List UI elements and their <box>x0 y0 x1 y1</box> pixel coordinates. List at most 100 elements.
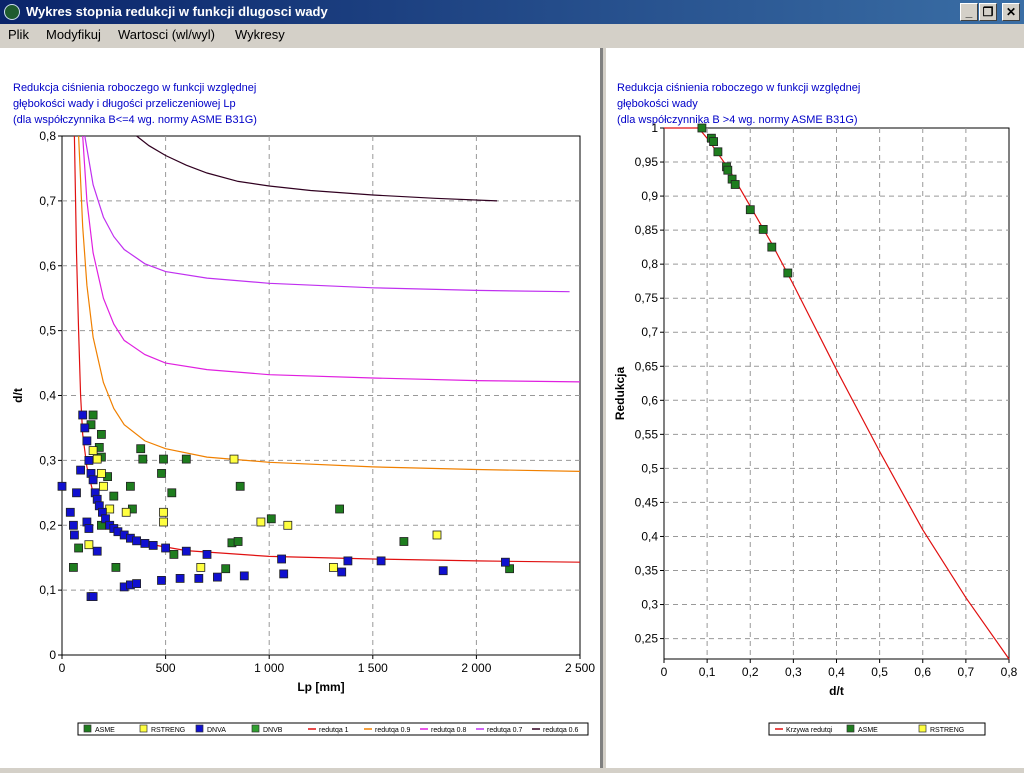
left-legend-label-0: ASME <box>95 727 115 734</box>
right-y-tick-label: 0,25 <box>635 632 659 646</box>
right-y-tick-label: 0,8 <box>641 257 658 271</box>
left-x-tick-label: 2 000 <box>461 661 491 675</box>
left-point-dnva <box>132 536 142 546</box>
right-legend-swatch-1 <box>846 724 855 733</box>
left-point-dnva <box>343 556 353 566</box>
left-point-dnva <box>84 524 94 533</box>
right-x-tick-label: 0 <box>661 665 668 679</box>
left-point-asme <box>138 454 148 464</box>
left-legend-label-1: RSTRENG <box>151 727 185 734</box>
left-point-rstreng <box>105 504 115 514</box>
left-point-asme <box>233 537 243 546</box>
left-point-asme <box>335 504 345 514</box>
left-legend-label-6: redutqa 0.8 <box>431 727 467 734</box>
menu-wartosci[interactable]: Wartosci (wl/wyl) <box>118 27 216 42</box>
menu-wykresy[interactable]: Wykresy <box>235 27 285 42</box>
left-y-tick-label: 0,1 <box>39 583 56 597</box>
left-point-rstreng <box>159 517 168 527</box>
left-point-rstreng <box>97 468 106 478</box>
left-point-rstreng <box>84 540 94 550</box>
right-x-tick-label: 0,5 <box>871 665 888 679</box>
left-point-asme <box>69 563 78 572</box>
left-x-axis-label: Lp [mm] <box>297 680 344 694</box>
right-point-asme <box>745 205 755 215</box>
left-legend-label-3: DNVB <box>263 727 283 734</box>
title-bar: Wykres stopnia redukcji w funkcji dlugos… <box>0 0 1024 24</box>
left-y-tick-label: 0,6 <box>39 259 56 273</box>
right-y-tick-label: 0,6 <box>641 393 658 407</box>
left-point-asme <box>221 564 231 574</box>
left-point-dnva <box>500 557 510 567</box>
left-point-dnva <box>239 571 249 581</box>
left-point-dnva <box>194 574 204 583</box>
right-y-axis-label: Redukcja <box>613 366 627 420</box>
close-button[interactable]: ✕ <box>1002 3 1020 21</box>
left-point-asme <box>111 563 121 572</box>
right-y-tick-label: 0,45 <box>635 495 659 509</box>
right-x-axis-label: d/t <box>829 684 844 698</box>
left-point-dnva <box>376 556 386 566</box>
left-point-dnva <box>277 554 287 564</box>
right-y-tick-label: 0,85 <box>635 223 659 237</box>
right-point-asme <box>758 224 768 234</box>
left-point-asme <box>235 481 245 491</box>
right-x-tick-label: 0,8 <box>1001 665 1018 679</box>
left-point-rstreng <box>229 454 239 464</box>
left-point-dnva <box>78 410 88 420</box>
left-point-dnva <box>82 436 92 446</box>
panel-splitter[interactable] <box>600 48 603 768</box>
left-point-dnva <box>70 530 79 540</box>
left-point-asme <box>157 468 166 478</box>
left-legend-swatch-1 <box>139 724 148 733</box>
left-legend-box <box>77 722 589 736</box>
left-point-rstreng <box>256 517 266 527</box>
left-legend-label-5: redutqa 0.9 <box>375 727 411 734</box>
left-point-asme <box>399 537 409 546</box>
left-point-rstreng <box>92 454 102 464</box>
left-point-dnva <box>80 423 90 433</box>
left-point-rstreng <box>99 481 108 491</box>
right-y-tick-label: 0,9 <box>641 189 658 203</box>
right-point-asme <box>783 268 793 278</box>
left-point-asme <box>169 549 179 559</box>
left-title-line-2: głębokości wady i długości przeliczeniow… <box>13 98 236 110</box>
menu-modyfikuj[interactable]: Modyfikuj <box>46 27 101 42</box>
left-legend-swatch-2 <box>195 724 204 733</box>
left-y-tick-label: 0,3 <box>39 453 56 467</box>
left-legend-label-2: DNVA <box>207 727 226 734</box>
left-point-dnva <box>76 465 85 475</box>
left-point-dnva <box>148 540 158 550</box>
left-point-asme <box>159 454 168 464</box>
right-x-tick-label: 0,3 <box>785 665 802 679</box>
app-icon[interactable] <box>4 4 20 20</box>
menu-plik[interactable]: Plik <box>8 27 29 42</box>
right-reduction-curve <box>664 127 1010 660</box>
left-point-dnva <box>84 455 94 465</box>
right-point-asme <box>697 123 707 133</box>
right-y-tick-label: 0,35 <box>635 564 659 578</box>
right-chart: Redukcja ciśnienia roboczego w funkcji w… <box>613 82 1018 736</box>
right-point-asme <box>767 242 777 252</box>
left-point-rstreng <box>196 563 206 572</box>
left-title-line-3: (dla współczynnika B<=4 wg. normy ASME B… <box>13 114 257 126</box>
left-curve-redutqa-0-6 <box>136 135 498 202</box>
left-point-rstreng <box>121 507 131 517</box>
left-y-tick-label: 0,7 <box>39 194 56 208</box>
left-y-tick-label: 0,8 <box>39 129 56 143</box>
left-y-tick-label: 0,5 <box>39 324 56 338</box>
left-y-axis-label: d/t <box>11 388 25 403</box>
left-curve-redutqa-0-9 <box>78 135 581 472</box>
minimize-button[interactable]: _ <box>960 3 978 21</box>
menu-bar: Plik Modyfikuj Wartosci (wl/wyl) Wykresy <box>0 24 1024 46</box>
left-y-tick-label: 0 <box>49 648 56 662</box>
right-legend-label-0: Krzywa redutqi <box>786 727 833 734</box>
left-point-rstreng <box>88 446 98 456</box>
restore-button[interactable]: ❐ <box>979 3 997 21</box>
left-legend-swatch-0 <box>83 724 92 733</box>
left-x-tick-label: 1 000 <box>254 661 284 675</box>
right-legend-box <box>768 722 986 736</box>
left-legend-label-7: redutqa 0.7 <box>487 727 523 734</box>
right-legend-label-2: RSTRENG <box>930 727 964 734</box>
left-point-dnva <box>88 592 98 601</box>
right-point-asme <box>730 180 740 189</box>
